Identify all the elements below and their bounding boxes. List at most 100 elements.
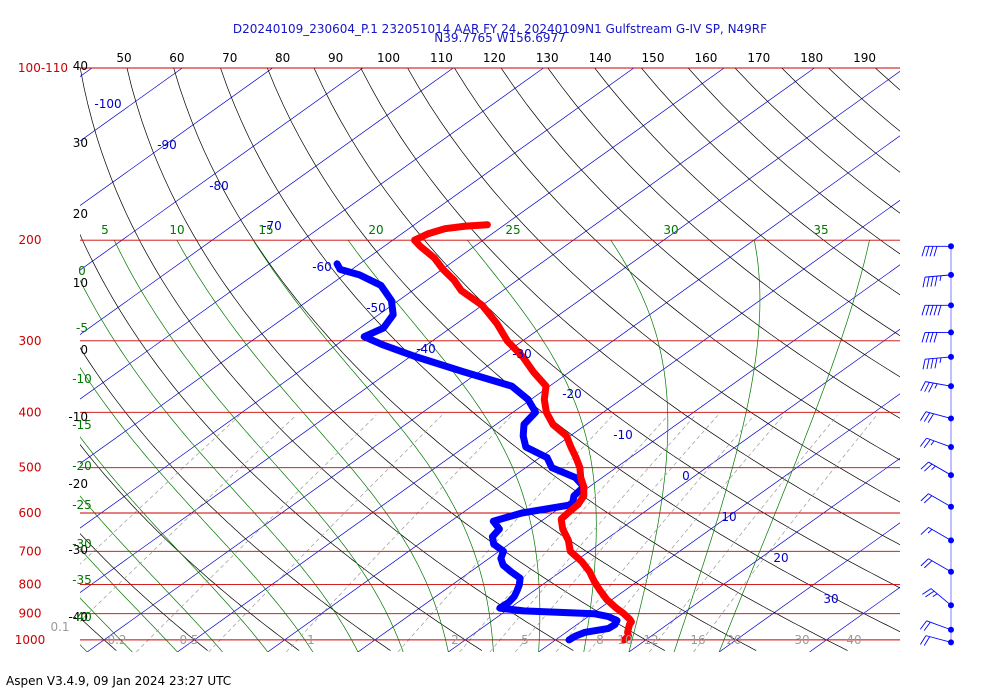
mixing-ratio-line (555, 415, 755, 652)
dry-adiabat-line (454, 68, 900, 461)
mixing-ratio-label: 2 (451, 633, 459, 647)
wind-barb-feather (922, 277, 926, 288)
wind-barb-column (919, 243, 954, 646)
wind-barb-shaft (930, 588, 952, 606)
wind-barb-half-feather (931, 465, 936, 470)
isotherm-label: -30 (512, 347, 532, 361)
moist-adiabat-label: 5 (101, 223, 109, 237)
wind-barb (921, 329, 954, 343)
moist-adiabat-label: 25 (505, 223, 520, 237)
mixing-ratio-line (649, 415, 838, 652)
dry-adiabat-line (500, 68, 900, 419)
wind-barb-shaft (925, 635, 952, 643)
dry-adiabat-line (922, 68, 1000, 651)
isotherm-line (538, 393, 900, 652)
wind-barb-feather (934, 275, 938, 287)
isotherm-line (0, 68, 2, 652)
height-label: -40 (68, 610, 88, 624)
pressure-label: 400 (19, 405, 42, 419)
chart-title: D20240109_230604_P.1 232051014 AAR FY 24… (233, 22, 767, 36)
wind-barb-half-feather (930, 440, 935, 446)
moist-adiabat-line (80, 436, 268, 652)
moist-adiabat-line (673, 240, 761, 652)
wind-barb (921, 302, 954, 316)
wind-barb-feather (925, 590, 935, 598)
wind-barb-shaft (928, 493, 952, 508)
isotherm-label: 20 (773, 551, 788, 565)
moist-adiabat-line (80, 367, 314, 652)
mixing-ratio-label: 30 (794, 633, 809, 647)
wind-barb-shaft (926, 620, 952, 631)
wind-barb-feather (922, 359, 926, 370)
isotherm-line (448, 328, 900, 652)
wind-barb-feather (920, 635, 927, 645)
mixing-ratio-label: 0.2 (107, 633, 126, 647)
moist-adiabat-line (347, 239, 541, 652)
wind-barb-feather (933, 332, 938, 343)
dry-adiabat-line (781, 68, 900, 173)
moist-adiabat-label: -25 (72, 498, 92, 512)
dry-adiabat-label: 90 (328, 51, 343, 65)
moist-adiabat-label: -30 (72, 537, 92, 551)
mixing-ratio-line (136, 415, 377, 652)
isotherm-label: -90 (157, 138, 177, 152)
wind-barb-feather (934, 358, 938, 369)
wind-barb (920, 381, 954, 393)
height-label: -20 (68, 477, 88, 491)
wind-barb-shaft (925, 411, 952, 419)
wind-barb-feather (921, 246, 926, 257)
isotherm-label: 10 (721, 510, 736, 524)
mixing-ratio-label: 0.1 (50, 620, 69, 634)
wind-barb (921, 243, 954, 257)
dry-adiabat-line (875, 68, 900, 91)
wind-barb-feather (922, 588, 932, 595)
isotherm-label: -60 (312, 260, 332, 274)
isotherm-line (267, 199, 900, 652)
isotherm-line (809, 586, 900, 652)
mixing-ratio-label: 10 (617, 633, 632, 647)
height-label: 0 (80, 343, 88, 357)
wind-barb-feather (920, 527, 929, 535)
wind-barb-half-feather (939, 357, 942, 363)
moist-adiabat-line (176, 240, 449, 652)
wind-barb-feather (929, 246, 934, 257)
wind-barb-feather (920, 461, 929, 470)
wind-barb (919, 620, 954, 633)
isotherm-line (80, 68, 454, 336)
isotherm-label: 30 (823, 592, 838, 606)
pressure-label: 300 (19, 334, 42, 348)
wind-barb-feather (924, 463, 933, 472)
mixing-ratio-label: 20 (726, 633, 741, 647)
dry-adiabat-label: 120 (483, 51, 506, 65)
dry-adiabat-label: 50 (116, 51, 131, 65)
moist-adiabat-label: -5 (76, 321, 88, 335)
moist-adiabat-line (113, 240, 404, 652)
dry-adiabat-label: 190 (853, 51, 876, 65)
wind-barb-feather (923, 636, 931, 646)
moist-adiabat-line (80, 279, 359, 652)
wind-barb-shaft (925, 356, 952, 360)
dry-adiabat-line (126, 68, 665, 651)
wind-barb (922, 588, 954, 609)
moist-adiabat-label: 35 (813, 223, 828, 237)
wind-barb-feather (919, 437, 927, 447)
dry-adiabat-line (641, 68, 900, 296)
wind-barb-half-feather (927, 529, 933, 534)
moist-adiabat-line (80, 548, 178, 652)
wind-barb-shaft (926, 437, 952, 448)
wind-barb (922, 353, 954, 370)
wind-barb-feather (921, 332, 926, 343)
wind-barb (920, 411, 954, 423)
wind-barb-half-feather (932, 593, 938, 597)
wind-barb (920, 635, 954, 646)
wind-barb-feather (921, 305, 926, 316)
wind-barb-shaft (925, 274, 952, 278)
pressure-label: 100-110 (18, 61, 68, 75)
dry-adiabat-line (80, 347, 391, 651)
height-label: -30 (68, 543, 88, 557)
height-label: 40 (73, 59, 88, 73)
wind-barb-feather (924, 560, 933, 569)
pressure-label: 500 (19, 461, 42, 475)
